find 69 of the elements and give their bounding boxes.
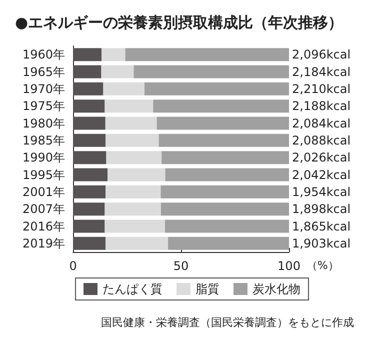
y-tick-label: 1980年 (22, 116, 65, 130)
bar (73, 185, 106, 198)
bar (73, 236, 106, 250)
text: 2,210kcal (292, 82, 351, 96)
bar (73, 134, 106, 147)
y-tick-label: 2007年 (22, 202, 65, 216)
y-tick-label: 2019年 (22, 236, 65, 250)
bar (102, 48, 126, 62)
bar (73, 116, 106, 130)
bar (104, 202, 161, 216)
text: 1,954kcal (292, 184, 351, 199)
y-tick-label: 1965年 (22, 64, 65, 79)
x-tick-label: 100 (278, 259, 300, 273)
bar (73, 220, 105, 233)
x-axis-title: （%） (306, 259, 339, 272)
bar (103, 82, 144, 96)
text: 2,026kcal (292, 150, 351, 165)
bar (106, 134, 159, 147)
bar (158, 134, 289, 147)
chart-title: ●エネルギーの栄養素別摂取構成比（年次推移） (15, 14, 344, 32)
y-tick-label: 1995年 (22, 168, 65, 182)
y-tick-label: 2016年 (22, 219, 65, 234)
bar (162, 151, 289, 164)
bar (101, 65, 134, 78)
x-tick-label: 0 (69, 259, 77, 273)
bar (165, 168, 289, 182)
bar (165, 220, 289, 233)
bar (106, 236, 168, 250)
text: 1,903kcal (292, 236, 351, 250)
bar (125, 48, 289, 62)
legend-label: 脂質 (196, 282, 220, 296)
text: 2,096kcal (292, 48, 351, 62)
legend-label: たんぱく質 (102, 282, 162, 296)
bar (106, 185, 161, 198)
bar (160, 202, 289, 216)
text: 2,042kcal (292, 168, 351, 182)
bar (156, 116, 289, 130)
y-tick-label: 1990年 (22, 150, 65, 165)
bar (73, 48, 102, 62)
bar (144, 82, 289, 96)
y-tick-label: 1985年 (22, 133, 65, 148)
bar (153, 100, 289, 113)
bar (160, 185, 289, 198)
text: 国民健康・栄養調査（国民栄養調査）をもとに作成 (101, 316, 354, 329)
bar (73, 168, 108, 182)
bar (108, 168, 166, 182)
bar (104, 100, 154, 113)
y-tick-label: 1960年 (22, 48, 65, 62)
text: 2,088kcal (292, 133, 351, 148)
text: 1,898kcal (292, 202, 351, 216)
bar (73, 65, 102, 78)
text: 2,188kcal (292, 99, 351, 114)
y-tick-label: 1975年 (22, 99, 65, 114)
bar (73, 82, 104, 96)
text: 1,865kcal (292, 219, 351, 234)
y-tick-label: 1970年 (22, 82, 65, 96)
text: 2,184kcal (292, 64, 351, 79)
bar (105, 116, 157, 130)
text: 2,084kcal (292, 116, 351, 130)
legend-label: 炭水化物 (252, 282, 300, 296)
bar (168, 236, 289, 250)
bar (73, 100, 105, 113)
bar (73, 202, 105, 216)
bar (104, 220, 166, 233)
bar (134, 65, 289, 78)
bar (106, 151, 162, 164)
bar (73, 151, 106, 164)
x-tick-label: 50 (173, 259, 189, 273)
y-tick-label: 2001年 (22, 184, 65, 199)
